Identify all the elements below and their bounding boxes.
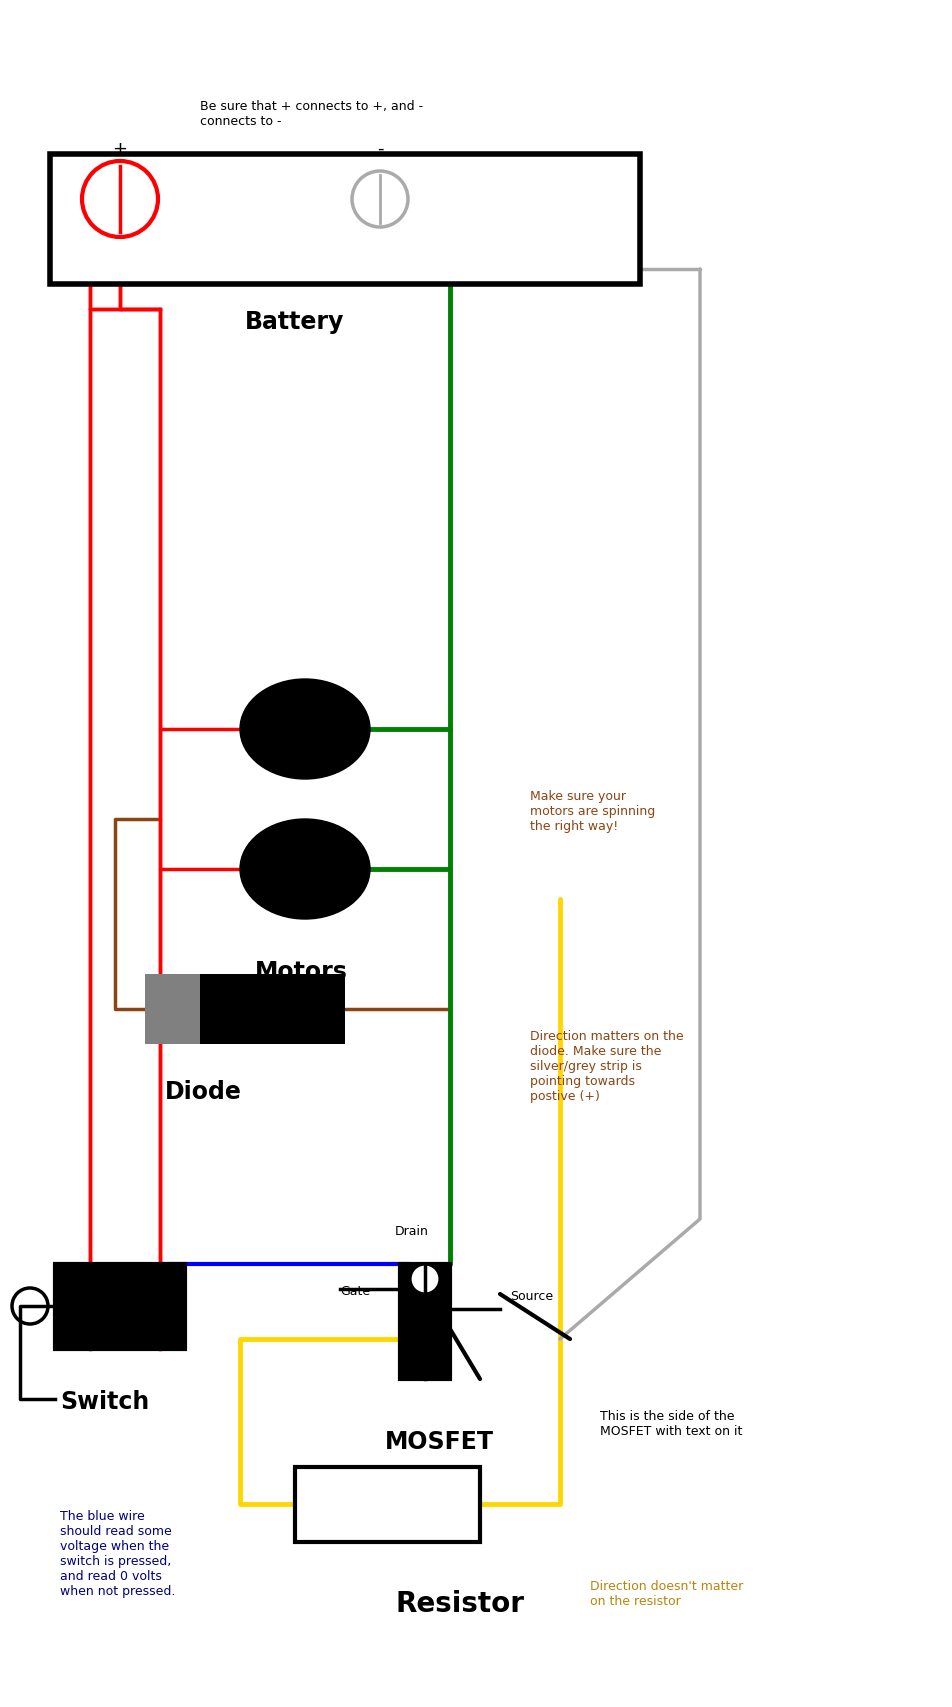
Ellipse shape (240, 819, 370, 920)
Bar (200, 975, 345, 1045)
Text: Direction matters on the
diode. Make sure the
silver/grey strip is
pointing towa: Direction matters on the diode. Make sur… (530, 1029, 684, 1103)
Bar (400, 1265, 450, 1379)
Text: Diode: Diode (165, 1079, 242, 1103)
Ellipse shape (240, 679, 370, 780)
Text: Motors: Motors (255, 959, 347, 983)
Circle shape (413, 1267, 437, 1290)
Bar (145, 975, 245, 1045)
Text: Make sure your
motors are spinning
the right way!: Make sure your motors are spinning the r… (530, 790, 655, 833)
Text: Resistor: Resistor (395, 1589, 525, 1617)
Text: Drain: Drain (395, 1224, 428, 1238)
Text: Direction doesn't matter
on the resistor: Direction doesn't matter on the resistor (590, 1579, 744, 1606)
Text: -: - (377, 140, 384, 159)
Bar (295, 1466, 480, 1541)
Bar (50, 155, 640, 285)
Text: +: + (112, 140, 128, 159)
Text: Switch: Switch (60, 1389, 149, 1413)
Text: Be sure that + connects to +, and -
connects to -: Be sure that + connects to +, and - conn… (200, 101, 423, 128)
Text: MOSFET: MOSFET (385, 1429, 494, 1453)
Text: Source: Source (510, 1289, 553, 1302)
Text: Battery: Battery (246, 309, 345, 335)
Text: Gate: Gate (340, 1284, 370, 1297)
Bar (55, 1265, 185, 1349)
Circle shape (352, 172, 408, 227)
Circle shape (82, 162, 158, 237)
Text: The blue wire
should read some
voltage when the
switch is pressed,
and read 0 vo: The blue wire should read some voltage w… (60, 1509, 175, 1598)
Text: This is the side of the
MOSFET with text on it: This is the side of the MOSFET with text… (600, 1410, 743, 1437)
